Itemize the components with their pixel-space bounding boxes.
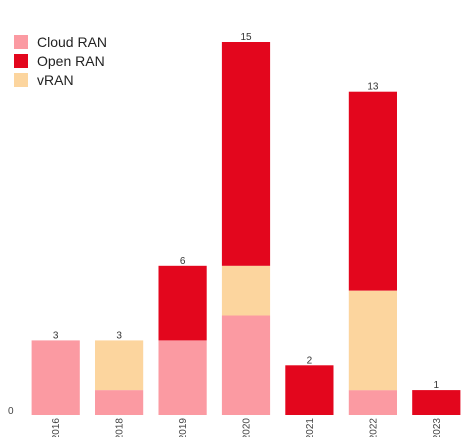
legend-label: Cloud RAN [37,33,108,50]
legend-item-cloud-ran: Cloud RAN [14,32,107,51]
bar-segment-cloud-ran-2016 [31,340,80,415]
x-tick-label-2023: 2023 [432,418,443,437]
y-tick-label: 0 [8,406,14,417]
x-tick-label-2018: 2018 [115,418,126,437]
total-label-2023: 1 [434,380,440,391]
total-label-2016: 3 [53,330,59,341]
bar-segment-vran-2020 [221,265,271,316]
total-label-2022: 13 [367,82,379,93]
x-tick-label-2022: 2022 [368,418,379,437]
legend-swatch-open-ran [14,53,28,68]
bar-segment-open-ran-2020 [221,42,271,266]
bar-segment-cloud-ran-2018 [95,390,144,415]
total-label-2021: 2 [307,355,313,366]
total-labels-layer: 3 3 6 15 2 13 1 [53,32,440,391]
total-label-2018: 3 [116,330,122,341]
bar-segment-cloud-ran-2022 [348,390,397,415]
legend-swatch-vran [14,72,28,87]
x-tick-label-2020: 2020 [242,418,253,437]
legend-label: vRAN [37,71,74,88]
x-tick-label-2021: 2021 [305,418,316,437]
bar-segment-open-ran-2023 [412,390,461,415]
x-tick-label-2016: 2016 [51,418,62,437]
bar-segment-open-ran-2019 [158,265,207,341]
legend-item-open-ran: Open RAN [14,51,107,70]
legend: Cloud RAN Open RAN vRAN [14,32,107,89]
bar-segment-vran-2022 [348,290,397,391]
legend-item-vran: vRAN [14,70,107,89]
bar-segment-open-ran-2022 [348,91,397,291]
bar-segment-cloud-ran-2020 [221,315,271,415]
legend-label: Open RAN [37,52,105,69]
bar-segment-cloud-ran-2019 [158,340,207,415]
bar-segment-vran-2018 [95,340,144,391]
total-label-2019: 6 [180,256,186,267]
bar-segment-open-ran-2021 [285,365,334,415]
total-label-2020: 15 [240,32,252,43]
legend-swatch-cloud-ran [14,34,28,49]
bars-layer [31,42,461,415]
x-axis-ticks: 2016 2018 2019 2020 2021 2022 2023 [51,418,443,437]
x-tick-label-2019: 2019 [178,418,189,437]
